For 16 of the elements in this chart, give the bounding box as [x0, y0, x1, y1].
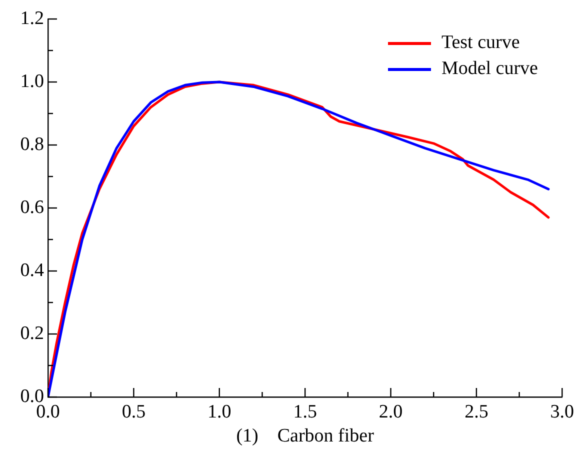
y-tick-label: 1.0	[20, 70, 44, 92]
x-tick-label: 2.0	[378, 401, 403, 422]
x-tick-label: 3.0	[550, 401, 574, 422]
y-tick-label: 0.6	[20, 196, 44, 218]
y-tick-label: 0.4	[20, 260, 44, 281]
y-tick-label: 0.8	[20, 134, 44, 155]
y-tick-label: 1.2	[20, 8, 44, 29]
x-tick-label: 0.5	[122, 401, 146, 422]
legend-label: Test curve	[441, 31, 520, 55]
y-tick-label: 0.2	[20, 322, 44, 344]
x-tick-label: 1.0	[208, 401, 232, 422]
legend-label: Model curve	[441, 57, 538, 81]
x-tick-label: 1.5	[293, 401, 317, 422]
x-axis-title: (1) Carbon fiber	[236, 426, 375, 447]
x-tick-label: 2.5	[464, 401, 488, 422]
x-tick-label: 0.0	[36, 401, 60, 422]
